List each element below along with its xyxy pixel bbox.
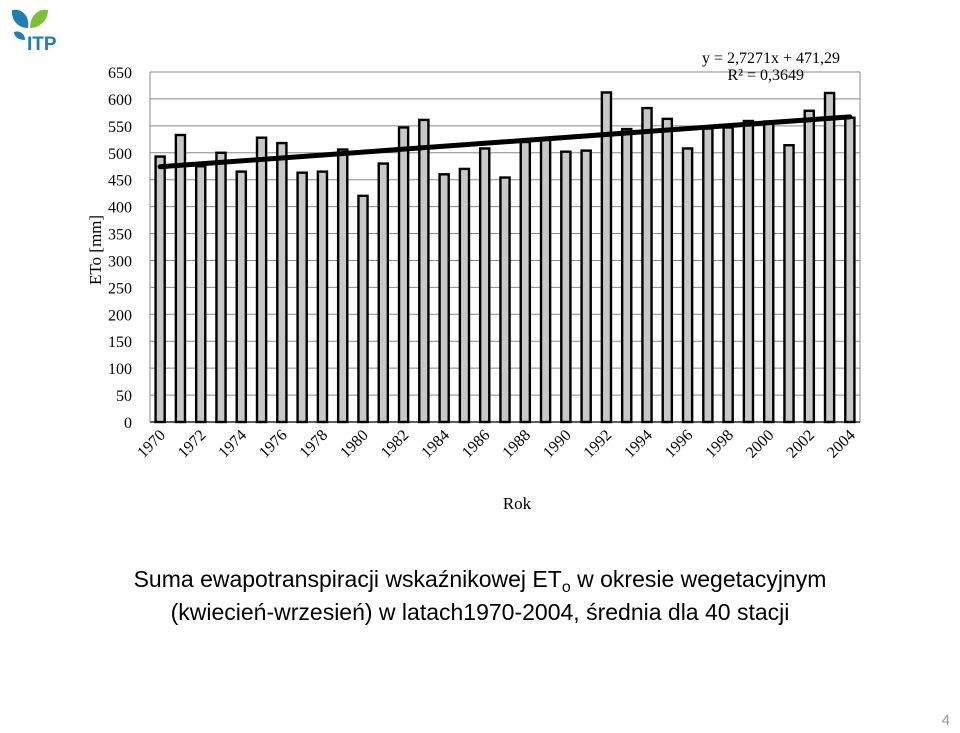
caption-line-2: (kwiecień-wrzesień) w latach1970-2004, ś… [170, 599, 790, 625]
bar [458, 167, 471, 424]
bar [499, 176, 511, 424]
x-tick-label: 1986 [459, 427, 494, 462]
caption-line-1-pre: Suma ewapotranspiracji wskaźnikowej ET [133, 566, 562, 592]
eto-bar-chart: 050100150200250300350400450500550600650 … [86, 50, 861, 513]
y-tick-labels: 0 50 100 150 200 250 300 350 400 450 500 550 600 650 [108, 65, 132, 432]
trendline-group [157, 114, 853, 170]
bar [742, 119, 755, 424]
y-tick-label: 450 [108, 173, 132, 190]
bar [702, 127, 714, 424]
x-tick-label: 1970 [134, 427, 169, 462]
logo-text: ITP [27, 34, 57, 54]
bar [620, 127, 633, 424]
bar [661, 117, 674, 424]
trendline-equation: y = 2,7271x + 471,29 [702, 50, 840, 67]
y-tick-label: 250 [108, 280, 132, 297]
bar [722, 126, 734, 424]
bar [377, 162, 390, 424]
bar [336, 148, 349, 424]
logo-leaf-blue [11, 9, 29, 28]
x-tick-label: 1990 [540, 427, 575, 462]
bar [803, 109, 816, 424]
x-tick-labels: 1970 1972 1974 1976 1978 1980 1982 1984 1986 1988… [134, 427, 858, 462]
itp-logo: ITP [11, 9, 57, 54]
x-tick-label: 1984 [418, 427, 453, 462]
bar [438, 173, 450, 424]
bar [519, 140, 532, 424]
caption-line-1: Suma ewapotranspiracji wskaźnikowej ETo … [0, 566, 960, 597]
y-tick-label: 0 [124, 415, 132, 432]
x-tick-label: 1980 [337, 427, 372, 462]
y-tick-label: 500 [108, 146, 132, 163]
bar [783, 144, 795, 424]
bar [316, 170, 329, 424]
x-tick-label: 2000 [743, 427, 778, 462]
y-tick-label: 100 [108, 361, 132, 378]
bar [560, 150, 572, 424]
y-axis-label: ETo [mm] [86, 215, 105, 285]
x-tick-label: 1994 [621, 427, 656, 462]
bar [397, 126, 410, 424]
x-axis-label: Rok [503, 494, 532, 513]
y-tick-label: 150 [108, 334, 132, 351]
caption-line-1-post: w okresie wegetacyjnym [570, 566, 827, 592]
bars [154, 91, 856, 424]
x-tick-label: 1998 [702, 427, 737, 462]
y-tick-label: 50 [116, 388, 132, 405]
bar [276, 141, 288, 424]
bar [600, 91, 613, 424]
bar [418, 118, 430, 424]
y-tick-label: 600 [108, 92, 132, 109]
bar [215, 151, 227, 424]
x-tick-label: 1996 [662, 427, 697, 462]
page-number: 4 [941, 712, 950, 729]
y-tick-label: 550 [108, 119, 132, 136]
x-tick-label: 1972 [175, 427, 210, 462]
bar [478, 147, 491, 424]
y-tick-label: 650 [108, 65, 132, 82]
bar [235, 170, 248, 424]
trendline-r2: R² = 0,3649 [728, 67, 805, 84]
y-tick-label: 300 [108, 253, 132, 270]
logo-leaf-small [14, 31, 25, 40]
bar [681, 147, 694, 424]
y-tick-label: 350 [108, 227, 132, 244]
x-tick-label: 1978 [297, 427, 332, 462]
bar [823, 91, 836, 424]
bar [844, 116, 856, 424]
x-tick-label: 2004 [824, 427, 859, 462]
bar [154, 155, 166, 424]
bar [580, 149, 592, 424]
bar [762, 120, 775, 424]
x-tick-label: 2002 [783, 427, 818, 462]
y-tick-label: 200 [108, 307, 132, 324]
x-tick-label: 1988 [499, 427, 534, 462]
bar [539, 138, 552, 424]
bar [357, 194, 369, 424]
bar [194, 165, 207, 424]
caption-subscript: o [561, 579, 571, 596]
bar [174, 133, 187, 424]
bar [255, 136, 268, 424]
x-tick-label: 1982 [378, 427, 413, 462]
bar [641, 106, 653, 424]
x-tick-label: 1976 [256, 427, 291, 462]
trendline [157, 114, 853, 170]
x-tick-label: 1974 [215, 427, 250, 462]
x-tick-label: 1992 [581, 427, 616, 462]
y-tick-label: 400 [108, 200, 132, 217]
logo-leaf-green [30, 9, 48, 28]
bar [296, 171, 308, 424]
